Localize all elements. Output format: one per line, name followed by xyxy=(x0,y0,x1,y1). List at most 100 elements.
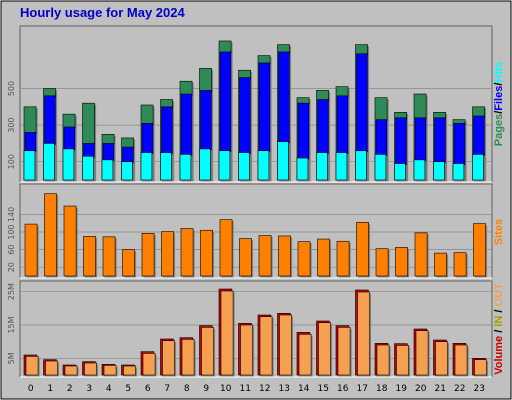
bar-sites-7 xyxy=(161,231,174,277)
bar-hits-0 xyxy=(23,150,36,181)
bar-vol-in-11 xyxy=(240,324,253,376)
xtick-label-0: 0 xyxy=(28,384,34,394)
bar-hits-4 xyxy=(101,159,114,181)
bar-sites-22 xyxy=(453,252,467,277)
xtick-label-16: 16 xyxy=(337,384,349,394)
legend-volume: Volume / IN / OUT xyxy=(493,283,505,375)
bar-hits-11 xyxy=(238,152,250,181)
xtick-label-19: 19 xyxy=(396,384,408,394)
bar-sites-17 xyxy=(356,222,369,277)
xtick-label-6: 6 xyxy=(145,384,151,394)
bar-vol-in-18 xyxy=(376,344,390,376)
legend-sites-part: Sites xyxy=(493,219,505,245)
bar-hits-19 xyxy=(394,163,406,181)
xtick-label-2: 2 xyxy=(67,384,73,394)
xtick-label-8: 8 xyxy=(184,384,190,394)
bar-sites-10 xyxy=(219,219,233,277)
xtick-label-14: 14 xyxy=(298,384,310,394)
legend-hits-files-pages-part: Files xyxy=(493,86,505,111)
bar-sites-2 xyxy=(63,205,77,277)
bar-sites-18 xyxy=(375,248,389,277)
ytick-label-sites-3: 140 xyxy=(7,207,16,222)
xtick-label-3: 3 xyxy=(86,384,92,394)
ytick-label-volume-1: 15M xyxy=(7,316,16,333)
chart-title: Hourly usage for May 2024 xyxy=(20,5,185,20)
bar-sites-12 xyxy=(258,235,272,277)
legend-volume-part: IN xyxy=(493,316,505,327)
bar-vol-in-21 xyxy=(435,341,448,376)
bar-sites-0 xyxy=(24,223,38,277)
bar-vol-in-2 xyxy=(64,365,78,376)
bar-vol-in-4 xyxy=(103,365,117,376)
ytick-label-volume-2: 25M xyxy=(7,283,16,300)
bar-vol-in-14 xyxy=(298,334,312,376)
panel-frame-sites xyxy=(19,183,493,279)
bar-hits-8 xyxy=(179,154,192,181)
bar-hits-5 xyxy=(121,161,133,181)
bar-hits-1 xyxy=(43,143,55,181)
bar-vol-in-19 xyxy=(396,345,409,376)
xtick-label-5: 5 xyxy=(125,384,131,394)
bar-sites-1 xyxy=(44,193,57,277)
bar-hits-10 xyxy=(218,150,231,181)
legend-volume-part: / xyxy=(493,327,505,336)
bar-vol-in-20 xyxy=(415,330,429,376)
bar-vol-in-10 xyxy=(220,290,234,376)
xtick-label-18: 18 xyxy=(376,384,388,394)
ytick-label-hits-files-pages-0: 100 xyxy=(7,154,16,169)
legend-hits-files-pages-part: / xyxy=(493,83,505,86)
bar-hits-23 xyxy=(472,154,484,181)
bar-sites-4 xyxy=(102,236,116,277)
bar-vol-in-5 xyxy=(123,365,136,376)
xtick-label-11: 11 xyxy=(240,384,251,394)
xtick-label-7: 7 xyxy=(164,384,170,394)
bar-vol-in-16 xyxy=(337,327,351,376)
xtick-label-22: 22 xyxy=(454,384,465,394)
bar-hits-9 xyxy=(199,148,211,181)
bar-vol-in-13 xyxy=(279,314,292,376)
bar-sites-20 xyxy=(414,232,428,277)
legend-hits-files-pages: Pages/Files/Hits xyxy=(493,62,505,146)
xtick-label-15: 15 xyxy=(318,384,329,394)
bar-hits-6 xyxy=(140,152,153,181)
bar-vol-in-23 xyxy=(474,359,487,376)
bar-vol-in-3 xyxy=(84,362,97,376)
ytick-label-volume-0: 5M xyxy=(7,352,16,364)
xtick-label-21: 21 xyxy=(435,384,446,394)
legend-hits-files-pages-part: / xyxy=(493,111,505,114)
bar-hits-16 xyxy=(335,152,348,181)
bar-hits-21 xyxy=(433,161,445,181)
bar-vol-in-12 xyxy=(259,316,273,376)
bar-hits-2 xyxy=(62,148,75,181)
bar-vol-in-17 xyxy=(357,291,370,376)
bar-sites-21 xyxy=(434,252,447,277)
xtick-label-23: 23 xyxy=(474,384,485,394)
xtick-label-12: 12 xyxy=(259,384,270,394)
xtick-label-17: 17 xyxy=(357,384,368,394)
legend-sites: Sites xyxy=(493,219,505,245)
ytick-label-hits-files-pages-1: 300 xyxy=(7,117,16,132)
bar-hits-20 xyxy=(413,159,426,181)
legend-hits-files-pages-part: Pages xyxy=(493,114,505,146)
bar-sites-13 xyxy=(278,235,291,277)
bar-hits-7 xyxy=(160,152,172,181)
bar-vol-in-1 xyxy=(45,360,58,376)
ytick-label-sites-1: 60 xyxy=(7,245,16,255)
bar-sites-15 xyxy=(317,238,330,277)
panel-frame-hits-files-pages xyxy=(19,25,493,183)
legend-volume-part: / xyxy=(493,306,505,315)
ytick-label-hits-files-pages-2: 500 xyxy=(7,81,16,96)
bar-sites-3 xyxy=(83,236,96,277)
bar-sites-14 xyxy=(297,241,311,277)
bar-vol-in-0 xyxy=(25,356,39,376)
bar-vol-in-7 xyxy=(162,340,175,376)
bar-hits-13 xyxy=(277,141,289,181)
bar-sites-9 xyxy=(200,229,213,277)
bar-hits-14 xyxy=(296,157,309,181)
bar-vol-in-8 xyxy=(181,339,195,376)
bar-hits-22 xyxy=(452,163,465,181)
bar-hits-3 xyxy=(82,155,94,181)
bar-hits-12 xyxy=(257,150,270,181)
xtick-label-13: 13 xyxy=(279,384,290,394)
